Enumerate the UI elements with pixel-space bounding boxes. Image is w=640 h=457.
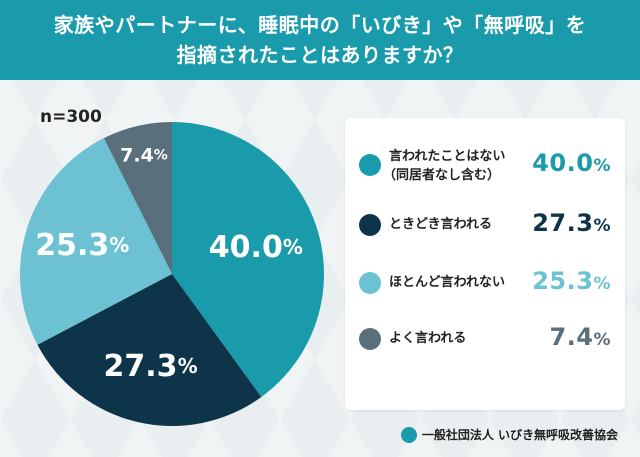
legend-swatch xyxy=(359,328,381,350)
slice-data-label: 25.3% xyxy=(35,228,129,263)
legend-value-unit: % xyxy=(593,156,611,176)
legend-item: ときどき言われる 27.3% xyxy=(345,200,625,250)
legend-label: 言われたことはない （同居者なし含む） xyxy=(383,147,506,185)
legend-label-line: ほとんど言われない xyxy=(389,275,505,290)
legend-value-number: 40.0 xyxy=(532,149,594,177)
title-line-2: 指摘されたことはありますか？ xyxy=(176,43,464,67)
legend-label-line: ときどき言われる xyxy=(389,217,492,232)
legend-value-number: 27.3 xyxy=(532,209,594,237)
pie-slice xyxy=(19,138,173,345)
pie-chart: 40.0% 27.3% 25.3% 7.4% xyxy=(19,122,324,427)
legend-label-line: （同居者なし含む） xyxy=(383,168,501,183)
pie-slice xyxy=(103,122,172,274)
legend-value-unit: % xyxy=(593,274,611,294)
legend-value: 25.3% xyxy=(532,267,611,295)
legend-label-line: 言われたことはない xyxy=(389,149,506,164)
legend-value: 40.0% xyxy=(532,149,611,177)
org-name: 一般社団法人 いびき無呼吸改善協会 xyxy=(421,428,618,442)
slice-data-label: 7.4% xyxy=(120,145,168,167)
title-banner: 家族やパートナーに、睡眠中の「いびき」や「無呼吸」を 指摘されたことはありますか… xyxy=(0,0,640,80)
title-line-1: 家族やパートナーに、睡眠中の「いびき」や「無呼吸」を xyxy=(53,13,587,37)
legend-item: ほとんど言われない 25.3% xyxy=(345,258,625,308)
legend-label: ほとんど言われない xyxy=(389,273,505,292)
legend-swatch xyxy=(359,272,381,294)
pie-slice xyxy=(172,122,324,397)
legend: 言われたことはない （同居者なし含む） 40.0% ときどき言われる 27.3% ほとんど… xyxy=(345,118,625,410)
legend-swatch xyxy=(359,154,381,176)
org-logo-icon xyxy=(400,426,417,443)
legend-label: よく言われる xyxy=(389,329,466,348)
legend-label-line: よく言われる xyxy=(389,331,467,346)
legend-value: 27.3% xyxy=(532,209,611,237)
slice-data-label: 40.0% xyxy=(209,229,303,264)
legend-value-unit: % xyxy=(593,216,611,236)
legend-value: 7.4% xyxy=(549,323,611,351)
legend-item: よく言われる 7.4% xyxy=(345,314,625,364)
legend-value-unit: % xyxy=(593,330,611,350)
legend-value-number: 7.4 xyxy=(549,323,594,351)
legend-swatch xyxy=(359,214,381,236)
sample-size-label: n=300 xyxy=(40,107,102,127)
legend-value-number: 25.3 xyxy=(532,267,594,295)
slice-data-label: 27.3% xyxy=(104,348,198,383)
footer-credit: 一般社団法人 いびき無呼吸改善協会 xyxy=(400,426,618,443)
legend-label: ときどき言われる xyxy=(389,215,492,234)
legend-item: 言われたことはない （同居者なし含む） 40.0% xyxy=(345,140,625,190)
pie-slice xyxy=(37,274,262,427)
